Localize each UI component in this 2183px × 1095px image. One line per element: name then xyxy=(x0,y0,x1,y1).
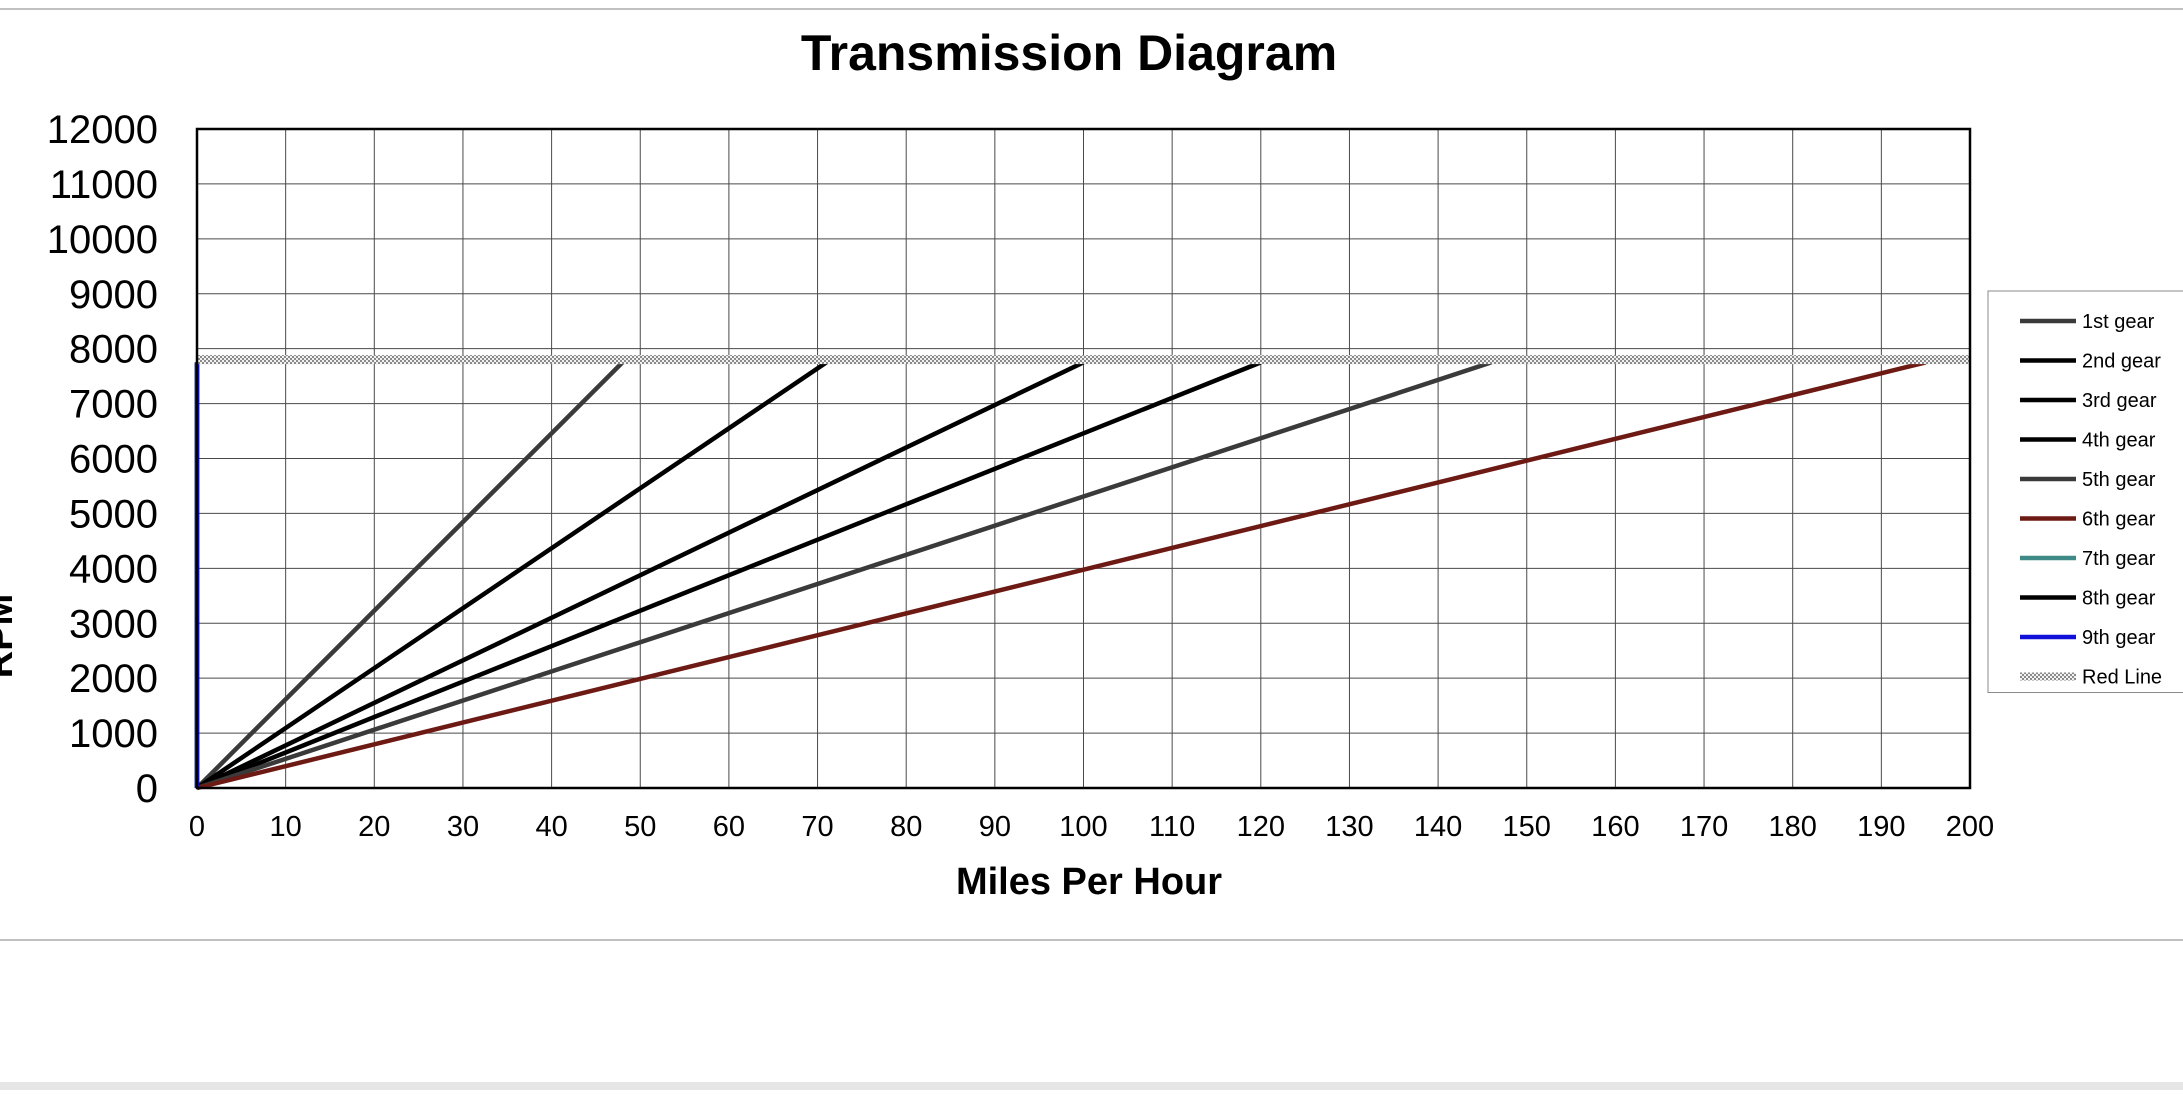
chart-title: Transmission Diagram xyxy=(801,25,1337,81)
y-tick-label: 5000 xyxy=(69,492,158,536)
legend-label: 2nd gear xyxy=(2082,351,2161,373)
y-tick-label: 2000 xyxy=(69,657,158,701)
x-tick-label: 80 xyxy=(890,811,922,843)
x-tick-label: 70 xyxy=(801,811,833,843)
legend-label: 8th gear xyxy=(2082,588,2156,610)
axes: 0 10 20 30 40 50 60 70 80 90 100 110 120 130 140 150 160… xyxy=(47,108,1994,843)
x-tick-label: 40 xyxy=(535,811,567,843)
x-tick-label: 180 xyxy=(1769,811,1817,843)
x-tick-label: 0 xyxy=(189,811,205,843)
legend-label: 7th gear xyxy=(2082,548,2156,570)
footer-band xyxy=(0,1082,2183,1090)
series-line-3rd-gear xyxy=(196,360,1085,791)
x-tick-label: 160 xyxy=(1591,811,1639,843)
legend-label: 3rd gear xyxy=(2082,390,2157,412)
x-tick-label: 20 xyxy=(358,811,390,843)
x-tick-label: 170 xyxy=(1680,811,1728,843)
y-tick-label: 9000 xyxy=(69,273,158,317)
y-tick-label: 12000 xyxy=(47,108,158,152)
legend-label: 5th gear xyxy=(2082,469,2156,491)
x-tick-label: 10 xyxy=(270,811,302,843)
legend-label: Red Line xyxy=(2082,667,2162,689)
legend-label: 4th gear xyxy=(2082,430,2156,452)
series-line-1st-gear xyxy=(195,360,625,790)
y-tick-label: 7000 xyxy=(69,383,158,427)
x-tick-label: 150 xyxy=(1503,811,1551,843)
y-axis-label: RPM xyxy=(0,594,21,678)
y-tick-label: 11000 xyxy=(50,163,158,207)
x-tick-label: 90 xyxy=(979,811,1011,843)
x-tick-label: 60 xyxy=(713,811,745,843)
legend-label: 6th gear xyxy=(2082,509,2156,531)
series-line-5th-gear xyxy=(196,360,1492,791)
y-tick-label: 8000 xyxy=(69,328,158,372)
x-tick-label: 120 xyxy=(1237,811,1285,843)
x-tick-label: 200 xyxy=(1946,811,1994,843)
x-axis-label: Miles Per Hour xyxy=(956,861,1222,903)
grid xyxy=(196,128,1971,789)
y-tick-label: 4000 xyxy=(69,547,158,591)
legend: 1st gear 2nd gear 3rd gear 4th gear 5th gear… xyxy=(1987,290,2183,693)
x-tick-label: 110 xyxy=(1149,811,1195,843)
x-tick-label: 190 xyxy=(1857,811,1905,843)
legend-label: 9th gear xyxy=(2082,627,2156,649)
y-tick-label: 1000 xyxy=(69,712,158,756)
x-tick-label: 100 xyxy=(1059,811,1107,843)
series-line-6th-gear xyxy=(196,360,1927,791)
legend-label: 1st gear xyxy=(2082,311,2155,333)
y-tick-label: 6000 xyxy=(69,438,158,482)
plot-area-frame xyxy=(195,127,1972,790)
y-tick-label: 10000 xyxy=(47,218,158,262)
x-tick-label: 30 xyxy=(447,811,479,843)
series-line-4th-gear xyxy=(196,360,1262,791)
x-tick-label: 130 xyxy=(1325,811,1373,843)
legend-box xyxy=(1987,290,2183,693)
y-tick-label: 3000 xyxy=(69,602,158,646)
x-tick-label: 50 xyxy=(624,811,656,843)
series-line-2nd-gear xyxy=(195,360,828,790)
x-tick-label: 140 xyxy=(1414,811,1462,843)
y-tick-label: 0 xyxy=(136,767,158,811)
